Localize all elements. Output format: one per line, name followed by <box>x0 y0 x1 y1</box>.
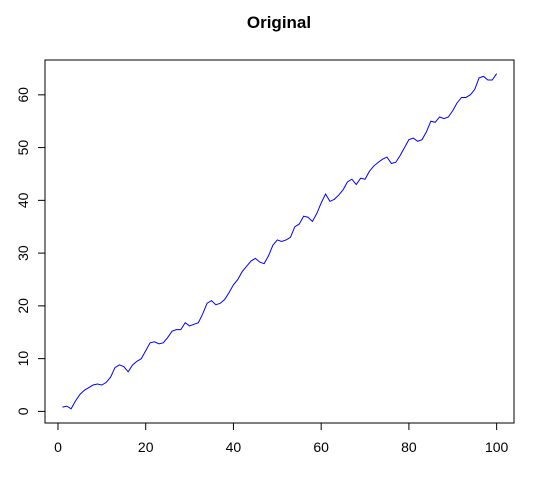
x-tick-label: 20 <box>138 439 154 455</box>
x-tick-label: 40 <box>226 439 242 455</box>
y-tick-label: 20 <box>15 298 31 314</box>
x-tick-label: 0 <box>54 439 62 455</box>
chart-title: Original <box>247 13 311 32</box>
x-tick-label: 80 <box>401 439 417 455</box>
line <box>62 73 498 410</box>
y-tick-label: 0 <box>15 407 31 415</box>
y-tick-label: 40 <box>15 192 31 208</box>
y-tick-label: 60 <box>15 87 31 103</box>
y-tick-label: 50 <box>15 140 31 156</box>
plot-box <box>44 59 515 424</box>
y-tick-label: 30 <box>15 245 31 261</box>
y-tick-label: 10 <box>15 351 31 367</box>
x-tick-label: 60 <box>313 439 329 455</box>
x-tick-label: 100 <box>485 439 509 455</box>
